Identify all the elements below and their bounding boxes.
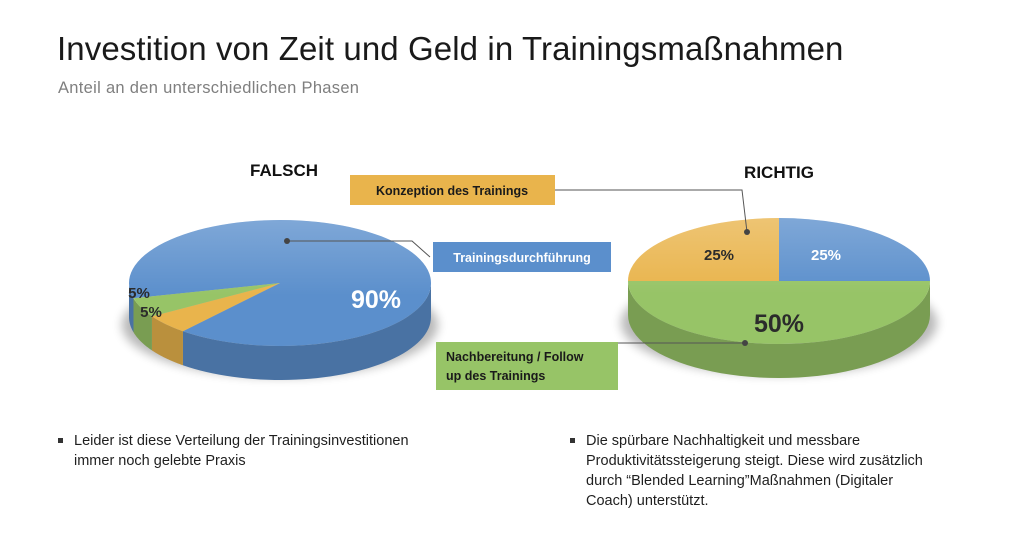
leader-dot-nachbereitung xyxy=(742,340,748,346)
bullet-right-line: Die spürbare Nachhaltigkeit und messbare xyxy=(586,433,861,449)
callout-konzeption xyxy=(350,175,555,205)
leader-line-konzeption xyxy=(555,189,748,233)
bullet-square-icon xyxy=(570,438,575,443)
left-pie-side-konzeption xyxy=(151,316,183,366)
callout-konzeption-text: Konzeption des Trainings xyxy=(376,184,528,198)
right-chart-title: RICHTIG xyxy=(744,163,814,182)
bullet-right-line: durch “Blended Learning”Maßnahmen (Digit… xyxy=(586,473,894,489)
callout-nachbereitung-line1: Nachbereitung / Follow xyxy=(446,350,584,364)
bullet-left-line: Leider ist diese Verteilung der Training… xyxy=(74,433,409,449)
left-slice-label-durchfuehrung: 90% xyxy=(351,286,401,314)
bullet-right-text: Die spürbare Nachhaltigkeit und messbare… xyxy=(586,431,923,511)
bullet-left: Leider ist diese Verteilung der Training… xyxy=(58,431,528,473)
bullet-right-line: Produktivitätssteigerung steigt. Diese w… xyxy=(586,453,923,469)
callout-nachbereitung xyxy=(436,342,618,390)
page-subtitle: Anteil an den unterschiedlichen Phasen xyxy=(58,79,360,97)
right-pie-gloss xyxy=(628,218,930,344)
right-slice-label-konzeption: 25% xyxy=(704,247,734,264)
left-slice-label-nachbereitung: 5% xyxy=(140,304,162,321)
right-pie-side-nachbereitung xyxy=(628,281,930,378)
bullet-square-icon xyxy=(58,438,63,443)
right-slice-label-nachbereitung: 50% xyxy=(754,310,804,338)
bullet-left-line: immer noch gelebte Praxis xyxy=(74,453,246,469)
bullet-right: Die spürbare Nachhaltigkeit und messbare… xyxy=(570,431,990,515)
right-pie xyxy=(628,218,930,378)
left-pie-side-nachbereitung xyxy=(133,298,152,351)
page-title: Investition von Zeit und Geld in Trainin… xyxy=(57,30,844,67)
callout-durchfuehrung-text: Trainingsdurchführung xyxy=(453,251,591,265)
left-pie-gloss xyxy=(129,220,431,346)
leader-line-durchfuehrung xyxy=(287,240,431,258)
left-pie xyxy=(129,220,432,380)
callout-nachbereitung-line2: up des Trainings xyxy=(446,369,545,383)
left-chart-title: FALSCH xyxy=(250,161,318,180)
bullet-right-line: Coach) unterstützt. xyxy=(586,493,709,509)
right-slice-label-durchfuehrung: 25% xyxy=(811,247,841,264)
left-slice-label-konzeption: 5% xyxy=(128,285,150,302)
callout-durchfuehrung xyxy=(433,242,611,272)
left-pie-side-trainingsdurchführung xyxy=(129,283,134,333)
left-pie-side-trainingsdurchführung xyxy=(182,283,431,380)
bullet-left-text: Leider ist diese Verteilung der Training… xyxy=(74,431,409,471)
leader-dot-durchfuehrung xyxy=(284,238,290,244)
leader-dot-konzeption xyxy=(744,229,750,235)
